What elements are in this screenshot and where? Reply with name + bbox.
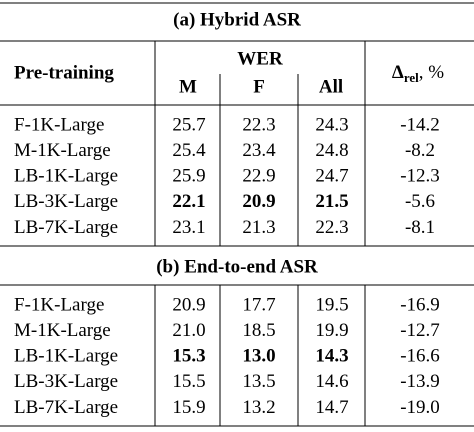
row-label: F-1K-Large <box>14 294 104 315</box>
cell: 19.9 <box>315 320 348 341</box>
cell: 22.3 <box>242 114 275 135</box>
header-column: F <box>253 76 265 97</box>
cell: 22.1 <box>172 191 205 212</box>
cell: -16.9 <box>400 294 440 315</box>
cell: 22.9 <box>242 166 275 187</box>
cell: 24.3 <box>315 114 348 135</box>
row-label: LB-3K-Large <box>14 191 118 212</box>
cell: 15.9 <box>172 397 205 418</box>
row-label: LB-1K-Large <box>14 166 118 187</box>
cell: 21.0 <box>172 320 205 341</box>
header-column: M <box>179 76 197 97</box>
cell: 25.7 <box>172 114 205 135</box>
cell: 13.0 <box>242 346 275 367</box>
cell: 20.9 <box>242 191 275 212</box>
header-delta: Δrel, % <box>392 62 444 85</box>
cell: -14.2 <box>400 114 440 135</box>
cell: 21.5 <box>315 191 348 212</box>
section-title: (a) Hybrid ASR <box>173 9 301 30</box>
cell: 25.4 <box>172 140 206 161</box>
cell: 24.8 <box>315 140 348 161</box>
row-label: LB-7K-Large <box>14 397 118 418</box>
cell: 22.3 <box>315 217 348 238</box>
cell: 20.9 <box>172 294 205 315</box>
cell: 23.4 <box>242 140 276 161</box>
row-label: LB-3K-Large <box>14 371 118 392</box>
cell: 18.5 <box>242 320 275 341</box>
header-wer: WER <box>237 48 283 69</box>
cell: 25.9 <box>172 166 205 187</box>
cell: 13.5 <box>242 371 275 392</box>
row-label: F-1K-Large <box>14 114 104 135</box>
cell: -8.2 <box>405 140 435 161</box>
cell: -19.0 <box>400 397 440 418</box>
cell: 24.7 <box>315 166 348 187</box>
cell: 14.6 <box>315 371 348 392</box>
delta-symbol: Δ <box>392 62 404 83</box>
cell: -8.1 <box>405 217 435 238</box>
cell: -12.7 <box>400 320 440 341</box>
cell: 15.5 <box>172 371 205 392</box>
row-label: LB-7K-Large <box>14 217 118 238</box>
cell: 14.3 <box>315 346 348 367</box>
row-label: LB-1K-Large <box>14 346 118 367</box>
cell: 19.5 <box>315 294 348 315</box>
section-title: (b) End-to-end ASR <box>156 256 318 277</box>
cell: 15.3 <box>172 346 205 367</box>
row-label: M-1K-Large <box>14 320 111 341</box>
cell: -5.6 <box>405 191 435 212</box>
delta-subscript: rel <box>404 70 419 85</box>
delta-suffix: , % <box>419 62 445 83</box>
header-column: All <box>319 76 343 97</box>
cell: 17.7 <box>242 294 275 315</box>
cell: -13.9 <box>400 371 440 392</box>
cell: 23.1 <box>172 217 205 238</box>
cell: -12.3 <box>400 166 440 187</box>
cell: -16.6 <box>400 346 440 367</box>
header-pretraining: Pre-training <box>14 62 114 83</box>
row-label: M-1K-Large <box>14 140 111 161</box>
cell: 14.7 <box>315 397 348 418</box>
cell: 13.2 <box>242 397 275 418</box>
cell: 21.3 <box>242 217 275 238</box>
